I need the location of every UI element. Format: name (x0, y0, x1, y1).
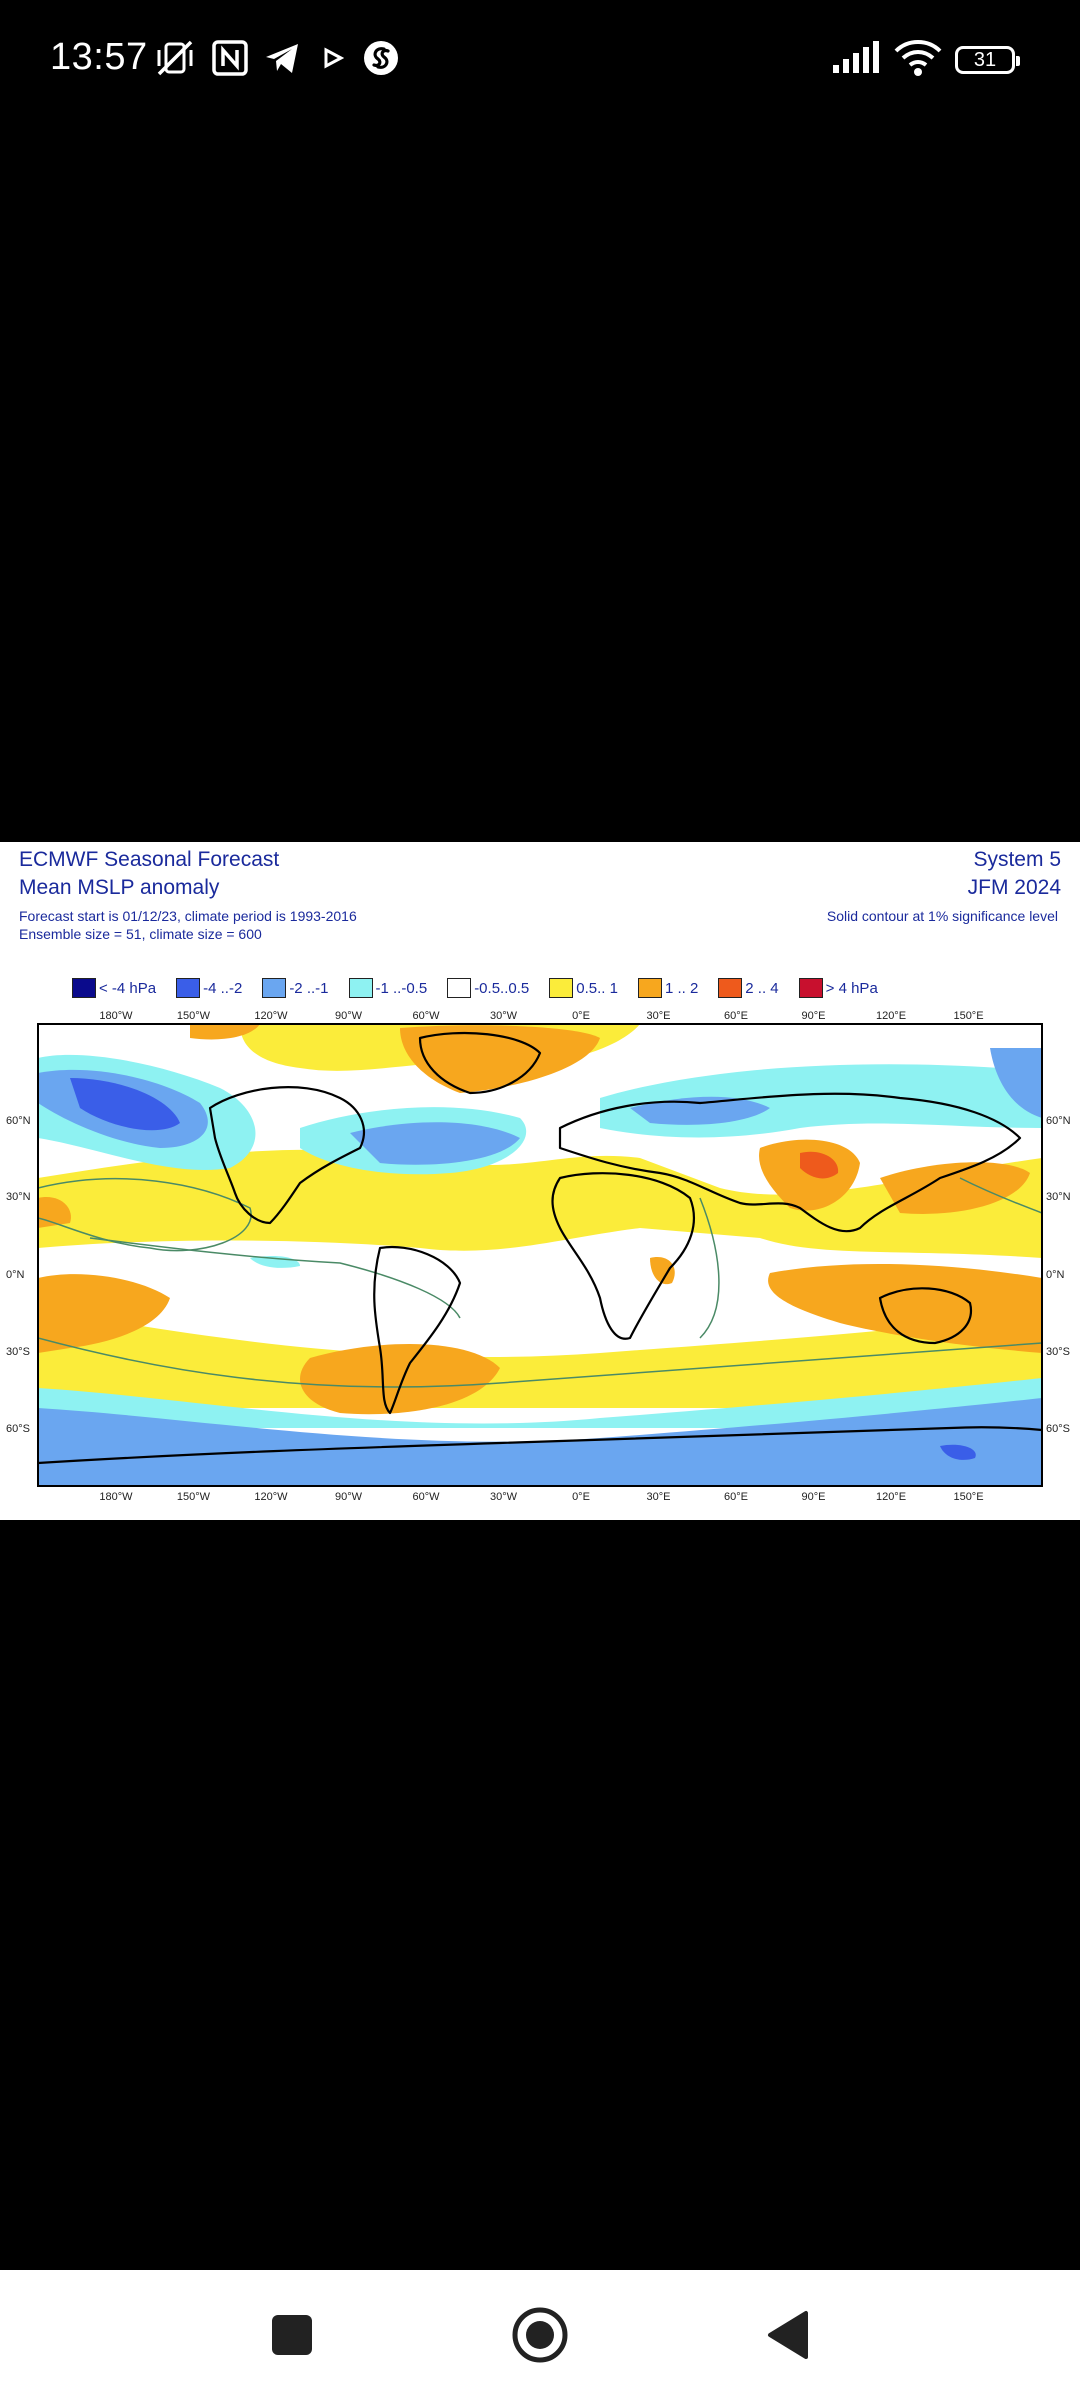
latitude-label: 60°S (1046, 1423, 1070, 1435)
legend-label: < -4 hPa (99, 979, 157, 997)
latitude-label: 30°S (1046, 1346, 1070, 1358)
latitude-label: 0°N (1046, 1269, 1065, 1281)
longitude-label: 30°E (647, 1010, 671, 1022)
clock: 13:57 (50, 36, 148, 78)
navigation-bar (0, 2270, 1080, 2400)
nfc-icon (210, 36, 250, 80)
latitude-label: 60°N (1046, 1115, 1071, 1127)
figure-title: ECMWF Seasonal Forecast (19, 848, 280, 871)
legend-item: 2 .. 4 (718, 978, 779, 998)
longitude-label: 0°E (572, 1010, 590, 1022)
vibrate-off-icon (152, 36, 198, 80)
longitude-labels-top: 180°W 150°W 120°W 90°W 60°W 30°W 0°E 30°E 60°E 90… (99, 1010, 983, 1022)
period-label: JFM 2024 (967, 876, 1061, 899)
home-button[interactable] (510, 2305, 570, 2365)
home-circle-icon (512, 2307, 568, 2363)
longitude-label: 90°W (335, 1010, 363, 1022)
legend-swatch (262, 978, 287, 998)
system-label: System 5 (973, 848, 1061, 871)
wifi-icon (893, 36, 943, 80)
longitude-label: 120°E (876, 1491, 906, 1503)
legend-label: -4 ..-2 (203, 979, 243, 997)
shazam-icon (360, 36, 402, 80)
color-legend: < -4 hPa -4 ..-2 -2 ..-1 -1 ..-0.5 -0.5..0.5… (72, 976, 898, 1000)
legend-label: -1 ..-0.5 (375, 979, 428, 997)
longitude-label: 120°W (254, 1491, 288, 1503)
longitude-label: 30°W (490, 1010, 518, 1022)
legend-label: -0.5..0.5 (474, 979, 530, 997)
figure-subtitle: Mean MSLP anomaly (19, 876, 220, 899)
legend-swatch (176, 978, 201, 998)
longitude-label: 90°W (335, 1491, 363, 1503)
longitude-labels-bottom: 180°W 150°W 120°W 90°W 60°W 30°W 0°E 30°E 60°E 90… (99, 1491, 983, 1503)
legend-label: 2 .. 4 (745, 979, 779, 997)
legend-swatch (718, 978, 743, 998)
legend-label: 0.5.. 1 (576, 979, 618, 997)
longitude-label: 60°E (724, 1491, 748, 1503)
legend-item: 0.5.. 1 (549, 978, 618, 998)
status-bar: 13:57 31 (0, 0, 1080, 120)
legend-swatch (637, 978, 662, 998)
back-triangle-icon (768, 2311, 808, 2359)
longitude-label: 0°E (572, 1491, 590, 1503)
legend-swatch (447, 978, 472, 998)
longitude-label: 180°W (99, 1491, 133, 1503)
recents-square-icon (272, 2315, 312, 2355)
legend-item: -4 ..-2 (176, 978, 242, 998)
legend-swatch (798, 978, 823, 998)
back-button[interactable] (758, 2305, 818, 2365)
longitude-label: 180°W (99, 1010, 133, 1022)
longitude-label: 150°E (953, 1491, 983, 1503)
play-icon (318, 36, 348, 80)
longitude-label: 90°E (802, 1491, 826, 1503)
legend-item: -1 ..-0.5 (348, 978, 428, 998)
longitude-label: 60°W (412, 1491, 440, 1503)
longitude-label: 120°W (254, 1010, 288, 1022)
latitude-labels-left: 60°N 30°N 0°N 30°S 60°S (6, 1115, 31, 1435)
significance-note: Solid contour at 1% significance level (826, 908, 1058, 924)
longitude-label: 150°W (177, 1491, 211, 1503)
signal-icon (830, 36, 882, 80)
latitude-label: 30°N (1046, 1191, 1071, 1203)
legend-swatch (72, 978, 96, 998)
latitude-label: 30°S (6, 1346, 30, 1358)
latitude-label: 0°N (6, 1269, 25, 1281)
ensemble-info: Ensemble size = 51, climate size = 600 (19, 926, 262, 942)
longitude-label: 150°E (953, 1010, 983, 1022)
legend-item: -0.5..0.5 (447, 978, 529, 998)
longitude-label: 30°E (647, 1491, 671, 1503)
legend-label: > 4 hPa (825, 979, 878, 997)
mslp-anomaly-map: 180°W 150°W 120°W 90°W 60°W 30°W 0°E 30°E 60°E 90… (6, 1010, 1071, 1503)
legend-swatch (549, 978, 574, 998)
longitude-label: 60°W (412, 1010, 440, 1022)
legend-item: -2 ..-1 (262, 978, 329, 998)
latitude-label: 60°S (6, 1423, 30, 1435)
battery-indicator: 31 (955, 46, 1020, 74)
telegram-icon (262, 36, 302, 80)
forecast-image[interactable]: ECMWF Seasonal Forecast Mean MSLP anomal… (0, 842, 1080, 1520)
longitude-label: 120°E (876, 1010, 906, 1022)
legend-label: 1 .. 2 (664, 979, 699, 997)
latitude-labels-right: 60°N 30°N 0°N 30°S 60°S (1046, 1115, 1071, 1435)
legend-swatch (348, 978, 373, 998)
recents-button[interactable] (262, 2305, 322, 2365)
longitude-label: 30°W (490, 1491, 518, 1503)
latitude-label: 60°N (6, 1115, 31, 1127)
forecast-info: Forecast start is 01/12/23, climate peri… (19, 908, 357, 924)
legend-item: < -4 hPa (72, 978, 156, 998)
longitude-label: 60°E (724, 1010, 748, 1022)
longitude-label: 90°E (802, 1010, 826, 1022)
legend-item: > 4 hPa (798, 978, 878, 998)
legend-label: -2 ..-1 (289, 979, 329, 997)
longitude-label: 150°W (177, 1010, 211, 1022)
latitude-label: 30°N (6, 1191, 31, 1203)
legend-item: 1 .. 2 (637, 978, 699, 998)
